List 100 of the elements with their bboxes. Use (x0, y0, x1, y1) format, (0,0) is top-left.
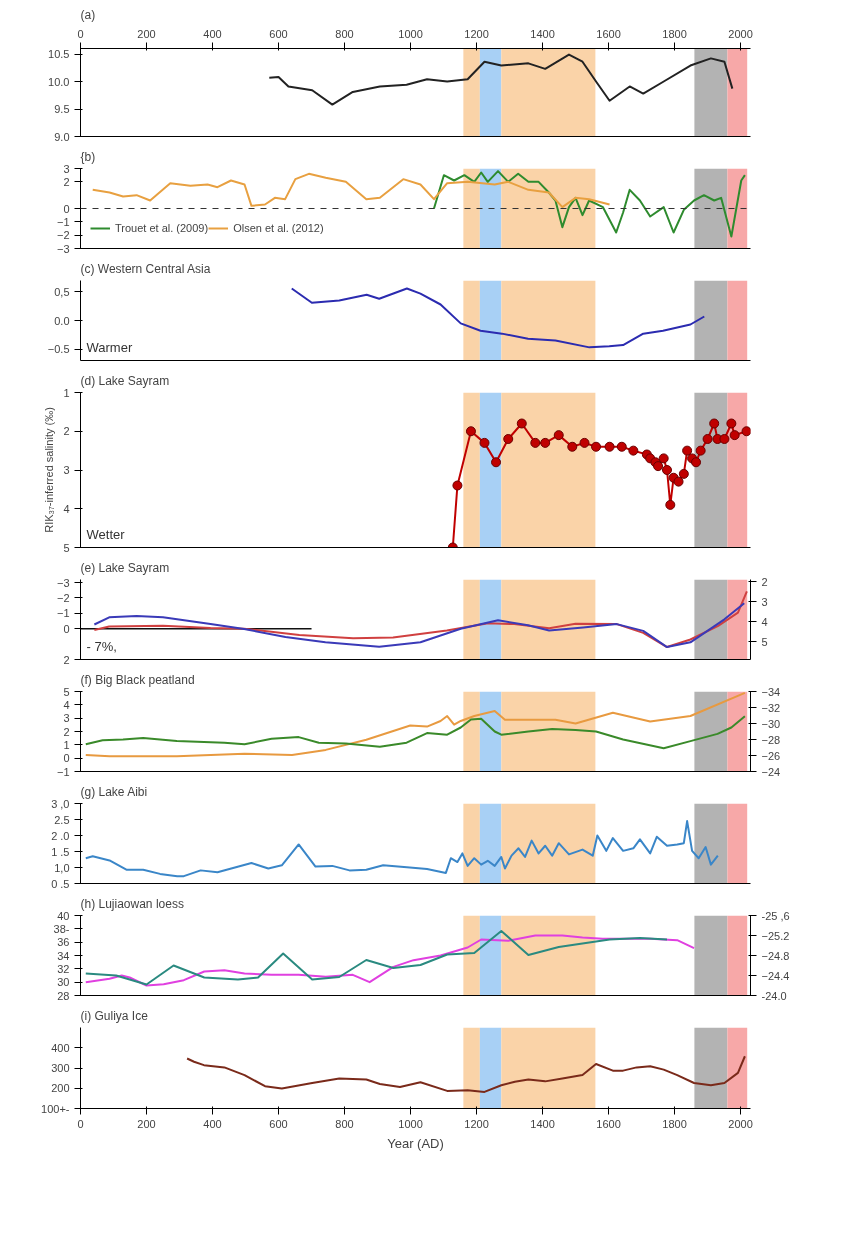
chart-title: (c) Western Central Asia (80, 261, 211, 276)
x2-tick-label: 1200 (464, 27, 489, 40)
y2-tick-label: 4 (761, 615, 768, 628)
x-tick-label: 0 (77, 1117, 84, 1130)
y-tick-label: 2 (63, 725, 70, 738)
x2-tick-label: 200 (137, 27, 156, 40)
x-tick-label: 1800 (662, 1117, 687, 1130)
y-tick-label: 0.0 (54, 314, 70, 327)
y-tick-label: 3 (63, 162, 70, 175)
chart-title: (e) Lake Sayram (80, 560, 170, 575)
y2-tick-label: 2 (761, 575, 768, 588)
y-tick-label: −3 (56, 242, 70, 255)
chart-title: (d) Lake Sayram (80, 373, 170, 388)
y-tick-label: 10.5 (48, 48, 70, 60)
y-tick-label: 28 (57, 989, 70, 1002)
y-tick-label: 34 (57, 949, 70, 962)
x-axis-title: Year (AD) (387, 1135, 444, 1151)
y2-tick-label: −25.2 (761, 929, 790, 942)
y-tick-label: 100+- (41, 1102, 70, 1115)
y-tick-label: 0 (63, 622, 70, 635)
y2-tick-label: −34 (761, 685, 781, 698)
y-tick-label: −1 (56, 607, 70, 620)
y2-tick-label: −24 (761, 765, 781, 778)
y2-tick-label: −24.4 (761, 969, 790, 982)
x-tick-label: 2000 (728, 1117, 753, 1130)
y-tick-label: 40 (57, 909, 70, 922)
y2-tick-label: -25 ,6 (761, 909, 790, 922)
y-tick-label: −2 (56, 591, 70, 604)
x2-tick-label: 800 (335, 27, 354, 40)
y-tick-label: 0 (63, 752, 70, 765)
x-tick-label: 400 (203, 1117, 222, 1130)
y-tick-label: 1,0 (54, 861, 70, 874)
y-tick-label: 5 (63, 685, 70, 698)
y-tick-label: 0,5 (54, 285, 70, 298)
y-tick-label: 36 (57, 936, 70, 949)
y2-tick-label: −32 (761, 701, 781, 714)
y-tick-label: 38- (53, 922, 70, 935)
y-tick-label: −1 (56, 765, 70, 778)
y-tick-label: 32 (57, 962, 70, 975)
y2-tick-label: −28 (761, 733, 781, 746)
y-tick-label: 0 .5 (51, 877, 70, 890)
y-tick-label: 30 (57, 976, 70, 989)
y-tick-label: 2 (63, 653, 70, 666)
annotation: Warmer (86, 339, 133, 355)
y-tick-label: 2 (63, 175, 70, 188)
annotation: Wetter (86, 526, 126, 542)
x-tick-label: 1600 (596, 1117, 621, 1130)
chart-title: {b) (80, 149, 96, 164)
x2-tick-label: 1000 (398, 27, 423, 40)
y-tick-label: −2 (56, 229, 70, 242)
y-tick-label: 9.5 (54, 103, 70, 115)
y-tick-label: 1 (63, 738, 70, 751)
y-tick-label: 300 (51, 1062, 70, 1074)
y2-tick-label: −26 (761, 749, 781, 762)
x-tick-label: 600 (269, 1117, 288, 1130)
x2-tick-label: 1800 (662, 27, 687, 40)
y-tick-label: 3 (63, 712, 70, 725)
y-tick-label: −0.5 (47, 343, 70, 356)
y-tick-label: 1 .5 (51, 845, 70, 858)
y-tick-label: 4 (63, 502, 70, 515)
x2-tick-label: 1400 (530, 27, 555, 40)
y-tick-label: 0 (63, 202, 70, 215)
legend-label: Trouet et al. (2009) (115, 222, 209, 234)
chart-title: (g) Lake Aibi (80, 784, 148, 799)
x-tick-label: 1200 (464, 1117, 489, 1130)
y-tick-label: 9.0 (54, 130, 70, 143)
y-tick-label: 1 (63, 386, 70, 399)
y2-tick-label: 3 (761, 595, 768, 608)
x2-tick-label: 600 (269, 27, 288, 40)
y-tick-label: 5 (63, 541, 70, 554)
y2-tick-label: 5 (761, 635, 768, 648)
y-tick-label: −3 (56, 576, 70, 589)
x-tick-label: 1000 (398, 1117, 423, 1130)
chart-title: (i) Guliya Ice (80, 1008, 149, 1023)
y-axis-title: RIK₃₇-inferred salinity (‰) (43, 407, 56, 533)
x-tick-label: 800 (335, 1117, 354, 1130)
x2-tick-label: 0 (77, 27, 84, 40)
y-tick-label: 10.0 (48, 75, 70, 88)
y-tick-label: 2 .0 (51, 829, 70, 842)
y-tick-label: 3 ,0 (51, 797, 70, 810)
annotation: - 7%, (86, 638, 117, 654)
y-tick-label: 2 (63, 425, 70, 438)
y-tick-label: 3 (63, 464, 70, 476)
y2-tick-label: −30 (761, 717, 781, 730)
x2-tick-label: 1600 (596, 27, 621, 40)
chart-title: (h) Lujiaowan loess (80, 896, 184, 911)
y-tick-label: 200 (51, 1082, 70, 1095)
legend-label: Olsen et al. (2012) (233, 222, 324, 234)
x2-tick-label: 2000 (728, 27, 753, 40)
x2-tick-label: 400 (203, 27, 222, 40)
chart-title: (f) Big Black peatland (80, 672, 195, 687)
x-tick-label: 200 (137, 1117, 156, 1130)
y-tick-label: 4 (63, 698, 70, 711)
x-tick-label: 1400 (530, 1117, 555, 1130)
chart-title: (a) (80, 7, 96, 22)
y-tick-label: 2.5 (54, 813, 70, 826)
y-tick-label: −1 (56, 215, 70, 228)
y2-tick-label: -24.0 (761, 989, 787, 1002)
y2-tick-label: −24.8 (761, 949, 790, 962)
y-tick-label: 400 (51, 1041, 70, 1054)
